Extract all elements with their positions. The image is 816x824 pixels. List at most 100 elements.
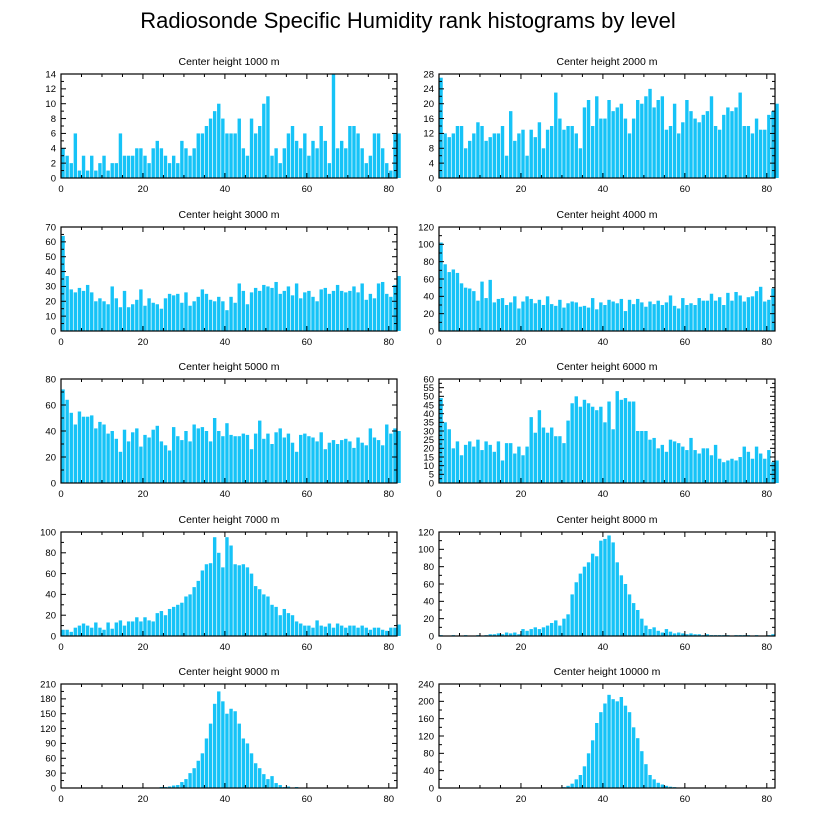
histogram-bar xyxy=(225,310,229,331)
histogram-bar xyxy=(237,118,241,178)
histogram-bar xyxy=(98,627,102,636)
histogram-bar xyxy=(578,573,583,636)
histogram-bar xyxy=(167,293,172,331)
histogram-bar xyxy=(204,126,209,178)
x-tick-label: 0 xyxy=(58,642,63,653)
histogram-bar xyxy=(204,564,209,636)
histogram-bar xyxy=(570,783,574,788)
histogram-bar xyxy=(126,307,131,331)
histogram-bar xyxy=(713,300,718,331)
y-tick-label: 8 xyxy=(51,114,56,125)
histogram-bar xyxy=(668,786,673,788)
histogram-bar xyxy=(196,580,200,636)
x-tick-label: 80 xyxy=(384,184,395,195)
y-tick-label: 200 xyxy=(418,697,434,708)
histogram-bar xyxy=(509,443,513,483)
histogram-bar xyxy=(611,111,615,178)
histogram-bar xyxy=(603,118,607,178)
histogram-bar xyxy=(274,148,278,178)
histogram-bar xyxy=(607,100,611,178)
x-tick-label: 40 xyxy=(220,642,231,653)
x-tick-label: 80 xyxy=(762,794,773,805)
histogram-bar xyxy=(167,450,172,483)
histogram-bar xyxy=(537,629,542,636)
histogram-bar xyxy=(590,298,595,331)
histogram-bar xyxy=(249,292,254,331)
histogram-bar xyxy=(681,446,685,483)
histogram-bar xyxy=(331,440,336,483)
histogram-bar xyxy=(562,129,566,178)
x-tick-label: 20 xyxy=(138,337,149,348)
histogram-bar xyxy=(758,129,763,178)
x-tick-label: 20 xyxy=(138,794,149,805)
histogram-bar xyxy=(627,401,632,483)
histogram-bar xyxy=(476,122,480,178)
histogram-bar xyxy=(509,111,513,178)
histogram-bar xyxy=(582,566,587,636)
histogram-bar xyxy=(184,596,188,636)
histogram-bar xyxy=(578,306,583,331)
histogram-bar xyxy=(225,713,229,788)
histogram-bar xyxy=(607,299,611,331)
y-tick-label: 55 xyxy=(423,383,434,394)
histogram-bar xyxy=(258,420,262,483)
histogram-bar xyxy=(742,446,746,483)
histogram-bar xyxy=(623,311,628,331)
histogram-bar xyxy=(167,786,172,788)
histogram-bar xyxy=(468,441,472,483)
histogram-bar xyxy=(771,288,775,331)
histogram-bar xyxy=(258,768,262,788)
histogram-bar xyxy=(344,627,348,636)
histogram-bar xyxy=(290,615,295,636)
histogram-bar xyxy=(595,723,599,788)
x-tick-label: 60 xyxy=(302,489,313,500)
histogram-bar xyxy=(644,96,648,178)
histogram-bar xyxy=(245,743,250,788)
histogram-bar xyxy=(372,133,377,178)
histogram-bar xyxy=(253,433,258,483)
histogram-bar xyxy=(344,438,348,483)
histogram-bar xyxy=(603,422,607,483)
histogram-bar xyxy=(697,453,701,483)
y-tick-label: 80 xyxy=(423,257,434,268)
histogram-bar xyxy=(221,301,225,331)
histogram-bar xyxy=(709,293,714,331)
histogram-bar xyxy=(360,283,364,331)
y-tick-label: 28 xyxy=(423,69,434,80)
histogram-bar xyxy=(139,289,143,331)
y-tick-label: 40 xyxy=(45,267,56,278)
histogram-bar xyxy=(668,295,673,331)
histogram-bar xyxy=(672,103,677,178)
x-tick-label: 0 xyxy=(58,489,63,500)
histogram-bar xyxy=(372,298,377,331)
histogram-bar xyxy=(615,303,619,331)
histogram-bar xyxy=(253,287,258,331)
histogram-panel: Center height 7000 m 0 20 40 60 80 0 20 40 60 80 10… xyxy=(40,514,401,653)
x-tick-label: 80 xyxy=(384,642,395,653)
histogram-bar xyxy=(566,420,570,483)
histogram-bar xyxy=(163,155,168,178)
histogram-bar xyxy=(627,299,632,331)
histogram-panel: Center height 1000 m 0 20 40 60 80 0 2 4 6 8 10 12 14 xyxy=(45,56,401,195)
x-tick-label: 20 xyxy=(516,489,527,500)
histogram-bar xyxy=(529,629,533,636)
histogram-bar xyxy=(294,621,299,636)
histogram-bar xyxy=(545,625,550,636)
histogram-bar xyxy=(85,416,90,483)
panel-title: Center height 6000 m xyxy=(557,361,658,373)
histogram-bar xyxy=(90,627,94,636)
histogram-bar xyxy=(212,418,217,483)
histogram-bar xyxy=(171,155,176,178)
histogram-bar xyxy=(139,148,143,178)
histogram-bar xyxy=(603,538,607,636)
histogram-bar xyxy=(69,163,73,178)
histogram-bar xyxy=(549,304,554,331)
histogram-panel: Center height 10000 m 0 20 40 60 80 0 40 80 120 16… xyxy=(418,666,776,805)
histogram-bar xyxy=(463,444,468,483)
histogram-bar xyxy=(689,303,693,331)
histogram-panel: Center height 5000 m 0 20 40 60 80 0 20 40 60 80 xyxy=(45,361,401,500)
histogram-bar xyxy=(126,155,131,178)
histogram-bar xyxy=(636,431,640,483)
histogram-bar xyxy=(143,305,147,331)
histogram-bar xyxy=(327,442,332,483)
